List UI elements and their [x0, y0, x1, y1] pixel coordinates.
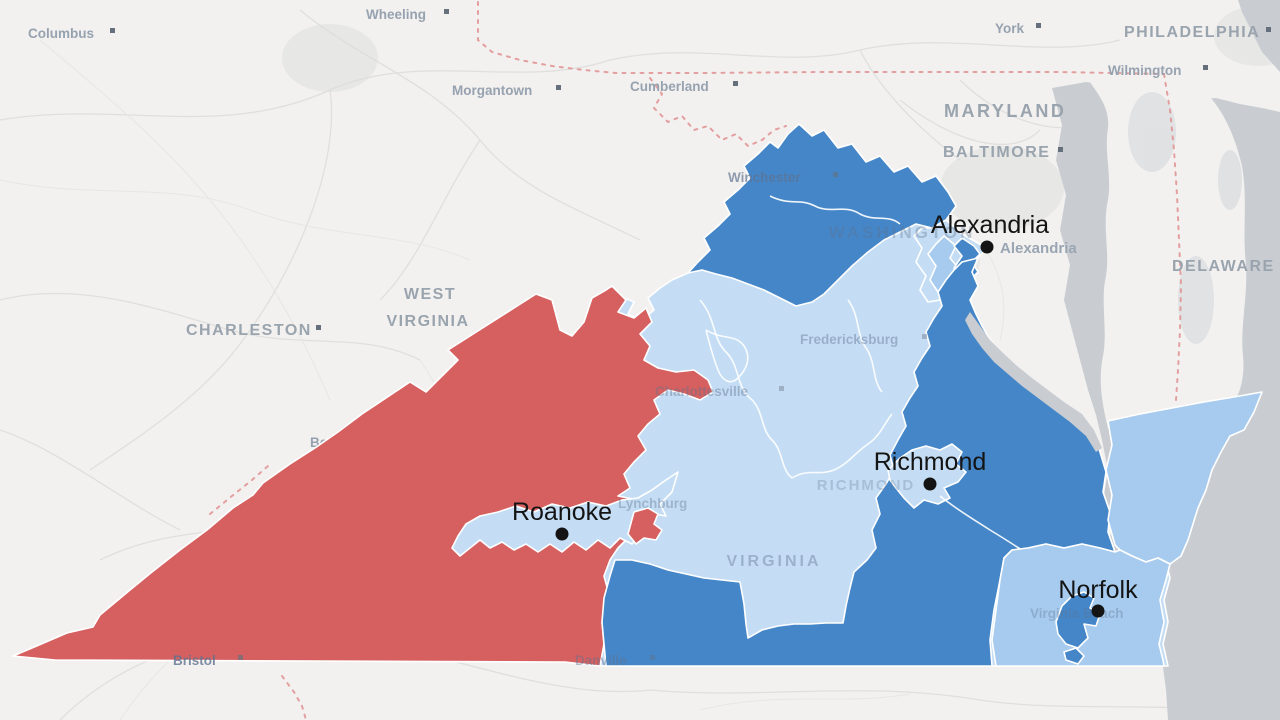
maplabel-charleston: CHARLESTON: [186, 322, 312, 339]
richmond-dot: [923, 477, 937, 491]
maplabel-fredericksburg: Fredericksburg: [800, 332, 898, 347]
maplabel-virginia: VIRGINIA: [726, 553, 821, 570]
district-border-line: [791, 413, 893, 479]
district-northern-strong-dem[interactable]: [687, 123, 957, 307]
city-marker: [833, 172, 838, 177]
base-labels: Columbus Wheeling Morgantown Cumberland …: [28, 7, 1275, 450]
ky-va-border: [209, 465, 269, 515]
mason-dixon-line: [477, 1, 1165, 75]
marsh-patches: [1128, 92, 1242, 344]
district-portsmouth-strong-dem[interactable]: [1063, 647, 1085, 665]
maplabel-bristol: Bristol: [173, 653, 216, 668]
city-label-alexandria: Alexandria: [931, 211, 1049, 239]
norfolk-dot: [1091, 604, 1105, 618]
maplabel-alexandria-map: Alexandria: [1000, 240, 1077, 257]
maplabel-danville: Danville: [575, 653, 627, 668]
district-southwest-republican[interactable]: [12, 285, 714, 667]
district-norfolk-strong-dem[interactable]: [1055, 591, 1101, 649]
district-border-line: [769, 195, 901, 225]
city-marker: [1266, 27, 1271, 32]
maplabel-winchester: Winchester: [728, 170, 801, 185]
district-border-line: [705, 329, 749, 383]
maplabel-west-virginia-1: WEST: [404, 286, 456, 303]
city-marker: [922, 334, 927, 339]
maplabel-columbus: Columbus: [28, 26, 94, 41]
maplabel-charlottesville: Charlottesville: [655, 384, 749, 399]
city-marker: [779, 386, 784, 391]
city-marker: [1203, 65, 1208, 70]
faint-labels: Winchester WASHINGTON Fredericksburg Cha…: [173, 170, 1124, 668]
maplabel-baltimore: BALTIMORE: [943, 144, 1050, 161]
maplabel-richmond-region: RICHMOND: [817, 477, 916, 494]
city-label-richmond: Richmond: [874, 448, 987, 476]
city-marker: [733, 81, 738, 86]
maplabel-morgantown: Morgantown: [452, 83, 532, 98]
maplabel-york: York: [995, 21, 1025, 36]
city-marker: [444, 9, 449, 14]
district-salem-republican-pocket[interactable]: [627, 507, 663, 545]
delmarva-peninsula: [1090, 68, 1247, 429]
city-marker: [1058, 147, 1063, 152]
city-annotations: Alexandria Richmond Roanoke Norfolk: [512, 211, 1138, 618]
maplabel-cumberland: Cumberland: [630, 79, 709, 94]
city-marker: [238, 655, 243, 660]
city-label-norfolk: Norfolk: [1058, 576, 1138, 604]
maplabel-west-virginia-2: VIRGINIA: [386, 313, 469, 330]
potomac-river: [965, 312, 1102, 452]
road-network: [0, 9, 1241, 720]
state-borders-dotted: [209, 1, 1183, 720]
maplabel-philadelphia: PHILADELPHIA: [1124, 24, 1260, 41]
city-marker: [316, 325, 321, 330]
maplabel-maryland: MARYLAND: [944, 101, 1066, 121]
maplabel-wheeling: Wheeling: [366, 7, 426, 22]
district-richmond-light[interactable]: [887, 443, 967, 509]
district-border-line: [847, 299, 883, 393]
districts: [12, 123, 1263, 667]
tn-nc-border: [281, 675, 307, 720]
city-marker: [650, 655, 655, 660]
maplabel-delaware: DELAWARE: [1172, 258, 1275, 275]
wv-md-border: [649, 77, 787, 148]
maplabel-virginia-beach: Virginia Beach: [1030, 606, 1124, 621]
city-marker: [1036, 23, 1041, 28]
maplabel-lynchburg: Lynchburg: [618, 496, 687, 511]
city-marker: [110, 28, 115, 33]
delaware-river: [1238, 0, 1280, 72]
district-eastern-shore-medium[interactable]: [1105, 391, 1263, 565]
water-bodies: [1052, 0, 1280, 720]
city-label-roanoke: Roanoke: [512, 498, 612, 526]
roanoke-dot: [555, 527, 569, 541]
bay-islands: [1121, 290, 1218, 389]
maplabel-washington: WASHINGTON: [829, 223, 976, 242]
city-marker: [556, 85, 561, 90]
alexandria-dot: [980, 240, 994, 254]
maplabel-wilmington: Wilmington: [1108, 63, 1181, 78]
